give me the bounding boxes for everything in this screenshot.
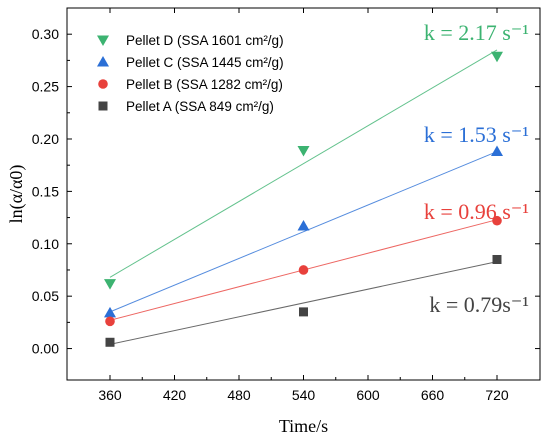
data-point — [492, 254, 502, 264]
rate-label: k = 0.96 s⁻¹ — [424, 199, 529, 224]
legend-label: Pellet B (SSA 1282 cm²/g) — [126, 77, 283, 92]
data-point — [491, 145, 503, 157]
data-point — [297, 146, 310, 157]
legend-marker — [98, 101, 108, 111]
x-tick-label: 420 — [163, 387, 187, 403]
data-point — [492, 215, 502, 226]
fit-line — [109, 261, 498, 345]
data-markers — [104, 51, 503, 347]
x-tick-label: 600 — [356, 387, 380, 403]
legend-marker — [97, 56, 109, 67]
data-point — [297, 219, 310, 231]
rate-labels: k = 2.17 s⁻¹ k = 1.53 s⁻¹ k = 0.96 s⁻¹ k = … — [424, 20, 529, 317]
rate-label: k = 0.79s⁻¹ — [429, 292, 529, 317]
data-point — [105, 316, 115, 327]
data-point — [104, 279, 116, 290]
x-tick-label: 660 — [421, 387, 445, 403]
fit-line — [109, 49, 498, 278]
legend-marker — [97, 35, 109, 46]
fit-line — [109, 151, 498, 313]
legend: Pellet D (SSA 1601 cm²/g) Pellet C (SSA 1… — [97, 33, 284, 114]
x-tick-label: 540 — [292, 387, 316, 403]
legend-label: Pellet A (SSA 849 cm²/g) — [126, 99, 274, 114]
x-tick-label: 480 — [227, 387, 251, 403]
data-point — [104, 306, 116, 318]
legend-label: Pellet C (SSA 1445 cm²/g) — [126, 55, 284, 70]
legend-marker — [98, 79, 108, 89]
x-axis: 360 420 480 540 600 660 720 — [98, 8, 509, 403]
x-tick-label: 720 — [485, 387, 509, 403]
y-tick-label: 0.05 — [32, 288, 59, 304]
rate-label: k = 2.17 s⁻¹ — [424, 20, 529, 45]
y-tick-label: 0.10 — [32, 236, 59, 252]
data-point — [299, 307, 308, 317]
y-axis: 0.00 0.05 0.10 0.15 0.20 0.25 0.30 — [32, 26, 540, 357]
y-tick-label: 0.15 — [32, 183, 59, 199]
rate-label: k = 1.53 s⁻¹ — [424, 122, 529, 147]
data-point — [491, 51, 503, 63]
x-tick-label: 360 — [98, 387, 122, 403]
x-axis-title: Time/s — [279, 416, 328, 436]
y-axis-title: ln(α/α0) — [6, 165, 27, 224]
y-tick-label: 0.20 — [32, 131, 59, 147]
data-point — [105, 337, 115, 347]
y-tick-label: 0.00 — [32, 341, 59, 357]
y-tick-label: 0.30 — [32, 26, 59, 42]
data-point — [298, 265, 309, 275]
y-tick-label: 0.25 — [32, 79, 59, 95]
legend-label: Pellet D (SSA 1601 cm²/g) — [126, 33, 284, 48]
